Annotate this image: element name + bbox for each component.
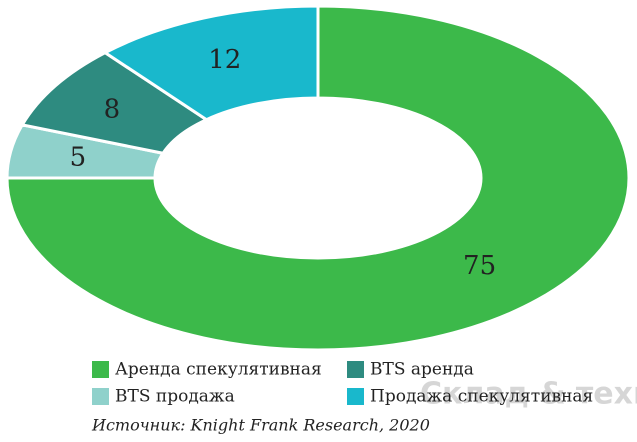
legend-swatch — [92, 388, 109, 405]
legend-swatch — [347, 388, 364, 405]
source: Источник: Knight Frank Research, 2020 — [91, 416, 430, 435]
watermark: Склад & техника — [420, 377, 637, 412]
legend-label: Аренда спекулятивная — [115, 360, 322, 380]
value-label: 75 — [463, 251, 496, 281]
donut-segment — [102, 4, 320, 122]
value-label: 8 — [104, 94, 121, 124]
legend-swatch — [347, 361, 364, 378]
legend-label: Продажа спекулятивная — [370, 387, 593, 407]
legend-label: BTS аренда — [370, 360, 474, 380]
legend-swatch — [92, 361, 109, 378]
donut-segment — [5, 4, 631, 352]
value-label: 12 — [208, 45, 241, 75]
legend-label: BTS продажа — [115, 387, 235, 407]
value-label: 5 — [70, 142, 87, 172]
